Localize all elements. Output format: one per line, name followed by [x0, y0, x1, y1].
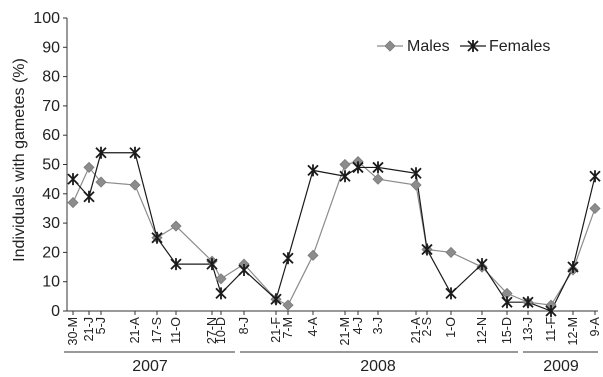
x-tick-label: 8-J [237, 317, 251, 334]
x-tick-label: 30-M [66, 317, 80, 345]
x-tick-label: 9-A [588, 316, 602, 336]
data-point-males [83, 161, 95, 173]
data-point-females [476, 258, 488, 271]
x-tick-label: 21-A [409, 316, 423, 343]
x-tick-label: 21-M [338, 317, 352, 345]
x-tick-label: 10-D [214, 317, 228, 344]
data-point-males [410, 179, 422, 191]
x-tick-label: 4-J [351, 317, 365, 334]
year-label: 2007 [132, 358, 168, 375]
year-label: 2008 [360, 358, 396, 375]
x-tick-label: 2-S [420, 317, 434, 336]
series-line-females [72, 152, 596, 312]
y-tick-label: 70 [42, 98, 60, 115]
x-tick-label: 21-F [269, 317, 283, 343]
x-tick-label: 11-F [544, 317, 558, 342]
data-point-males [170, 220, 182, 232]
data-point-males [307, 249, 319, 261]
x-tick-label: 15-D [500, 317, 514, 344]
x-tick-label: 4-A [306, 316, 320, 336]
data-point-males [282, 299, 294, 311]
x-tick-label: 21-J [82, 317, 96, 341]
legend: Males Females [377, 38, 550, 55]
data-point-females [95, 146, 107, 159]
x-tick-label: 3-J [371, 317, 385, 334]
data-point-males [67, 197, 79, 209]
series-group [67, 146, 601, 317]
y-tick-label: 50 [42, 157, 60, 174]
data-point-females [410, 167, 422, 180]
series-line-males [72, 160, 596, 306]
data-point-males [445, 246, 457, 258]
data-point-females [421, 243, 433, 256]
x-tick-label: 13-J [521, 317, 535, 341]
y-tick-label: 0 [51, 303, 60, 320]
legend-marker-females [467, 40, 479, 52]
x-tick-label: 7-M [281, 317, 295, 339]
data-point-females [151, 231, 163, 244]
data-point-females [206, 258, 218, 271]
data-point-females [545, 305, 557, 317]
y-tick-label: 100 [33, 10, 60, 27]
legend-label-females: Females [489, 38, 550, 55]
data-point-males [215, 273, 227, 285]
data-point-females [270, 293, 282, 306]
data-point-females [352, 161, 364, 174]
legend-label-males: Males [407, 38, 450, 55]
year-groups: 2007 2008 2009 [64, 351, 598, 375]
y-tick-label: 20 [42, 244, 60, 261]
legend-marker-males [384, 40, 396, 52]
data-point-males [339, 158, 351, 171]
data-point-females [522, 296, 534, 309]
x-tick-label: 17-S [150, 317, 164, 343]
data-point-males [129, 179, 141, 191]
x-tick-label: 12-N [475, 317, 489, 344]
y-axis-label: Individuals with gametes (%) [11, 58, 28, 262]
y-tick-label: 10 [42, 274, 60, 291]
y-ticks: 0 10 20 30 40 50 60 70 80 90 100 [33, 10, 67, 320]
data-point-males [589, 202, 601, 215]
data-point-females [567, 261, 579, 274]
y-tick-label: 40 [42, 186, 60, 203]
data-point-females [501, 296, 513, 309]
x-tick-label: 11-O [169, 317, 183, 344]
data-point-females [238, 263, 250, 276]
data-point-females [129, 146, 141, 159]
data-point-females [215, 287, 227, 300]
data-point-females [589, 170, 601, 183]
data-point-females [67, 173, 79, 186]
x-tick-label: 12-M [566, 317, 580, 345]
y-tick-label: 90 [42, 39, 60, 56]
data-point-females [282, 252, 294, 265]
x-tick-label: 21-A [128, 316, 142, 343]
data-point-males [95, 176, 107, 188]
data-point-males [372, 173, 384, 185]
data-point-females [83, 190, 95, 203]
data-point-females [307, 164, 319, 177]
x-tick-label: 27-N [205, 317, 219, 344]
data-point-females [170, 258, 182, 271]
y-tick-label: 30 [42, 215, 60, 232]
y-tick-label: 80 [42, 69, 60, 86]
data-point-females [339, 170, 351, 183]
x-tick-label: 5-J [94, 317, 108, 334]
year-label: 2009 [543, 358, 579, 375]
y-tick-label: 60 [42, 127, 60, 144]
data-point-females [372, 161, 384, 174]
x-tick-label: 1-O [444, 317, 458, 338]
data-point-females [445, 287, 457, 300]
x-ticks: 30-M 21-J5-J 21-A 17-S 11-O 27-N10-D 8-J 21-F7-… [66, 311, 602, 345]
